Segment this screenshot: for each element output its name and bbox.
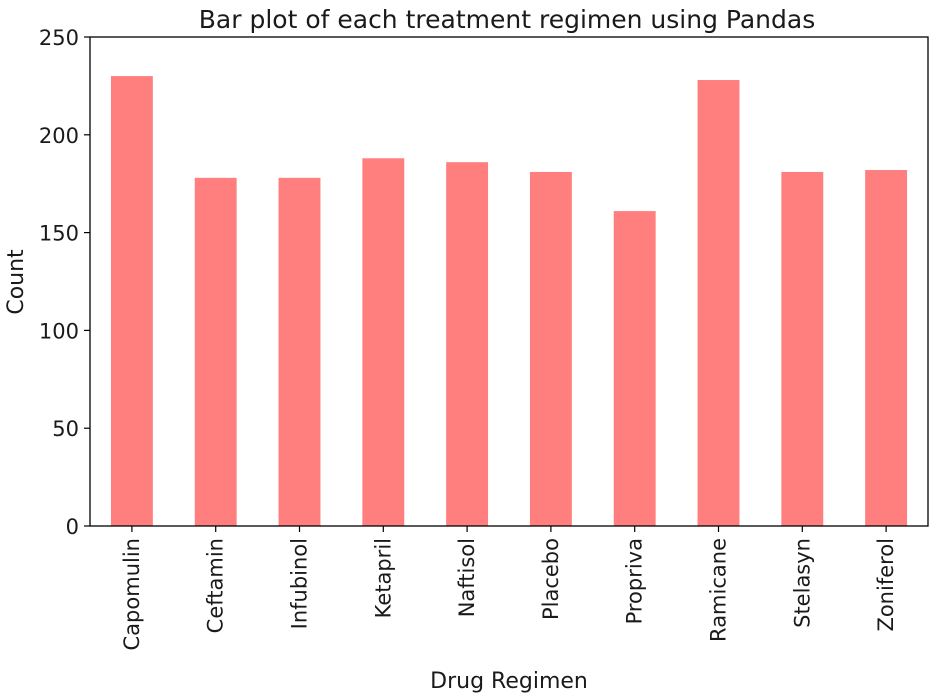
plot-frame [89, 36, 929, 527]
bar-placebo [529, 171, 572, 527]
x-tick-label-ramicane: Ramicane [707, 538, 731, 642]
bars-group [110, 76, 908, 527]
bar-infubinol [278, 177, 321, 526]
x-tick-label-propriva: Propriva [623, 538, 647, 624]
y-tick-label: 50 [52, 417, 79, 441]
bar-capomulin [110, 76, 153, 527]
x-tick-label-placebo: Placebo [539, 538, 563, 620]
y-tick-label: 250 [39, 26, 79, 50]
x-tick-label-capomulin: Capomulin [120, 538, 144, 650]
bar-ceftamin [194, 177, 237, 526]
x-tick-label-ketapril: Ketapril [371, 538, 395, 618]
y-tick-label: 0 [66, 515, 79, 539]
bar-ketapril [362, 158, 405, 526]
bar-naftisol [446, 162, 489, 526]
x-axis-label: Drug Regimen [430, 669, 588, 694]
y-axis-label: Count [4, 249, 29, 315]
x-tick-label-stelasyn: Stelasyn [790, 538, 814, 628]
bar-stelasyn [781, 171, 824, 527]
x-tick-label-ceftamin: Ceftamin [204, 538, 228, 633]
x-tick-label-infubinol: Infubinol [288, 538, 312, 629]
bar-ramicane [697, 80, 740, 527]
chart-title: Bar plot of each treatment regimen using… [199, 5, 815, 34]
y-tick-label: 200 [39, 124, 79, 148]
y-axis: 0 50 100 150 200 250 [39, 26, 90, 539]
y-tick-label: 100 [39, 319, 79, 343]
bar-propriva [613, 211, 656, 527]
x-tick-label-zoniferol: Zoniferol [874, 538, 898, 632]
x-axis: Capomulin Ceftamin Infubinol Ketapril Naftis… [120, 526, 898, 650]
bar-zoniferol [865, 170, 908, 526]
x-tick-label-naftisol: Naftisol [455, 538, 479, 617]
y-tick-label: 150 [39, 222, 79, 246]
